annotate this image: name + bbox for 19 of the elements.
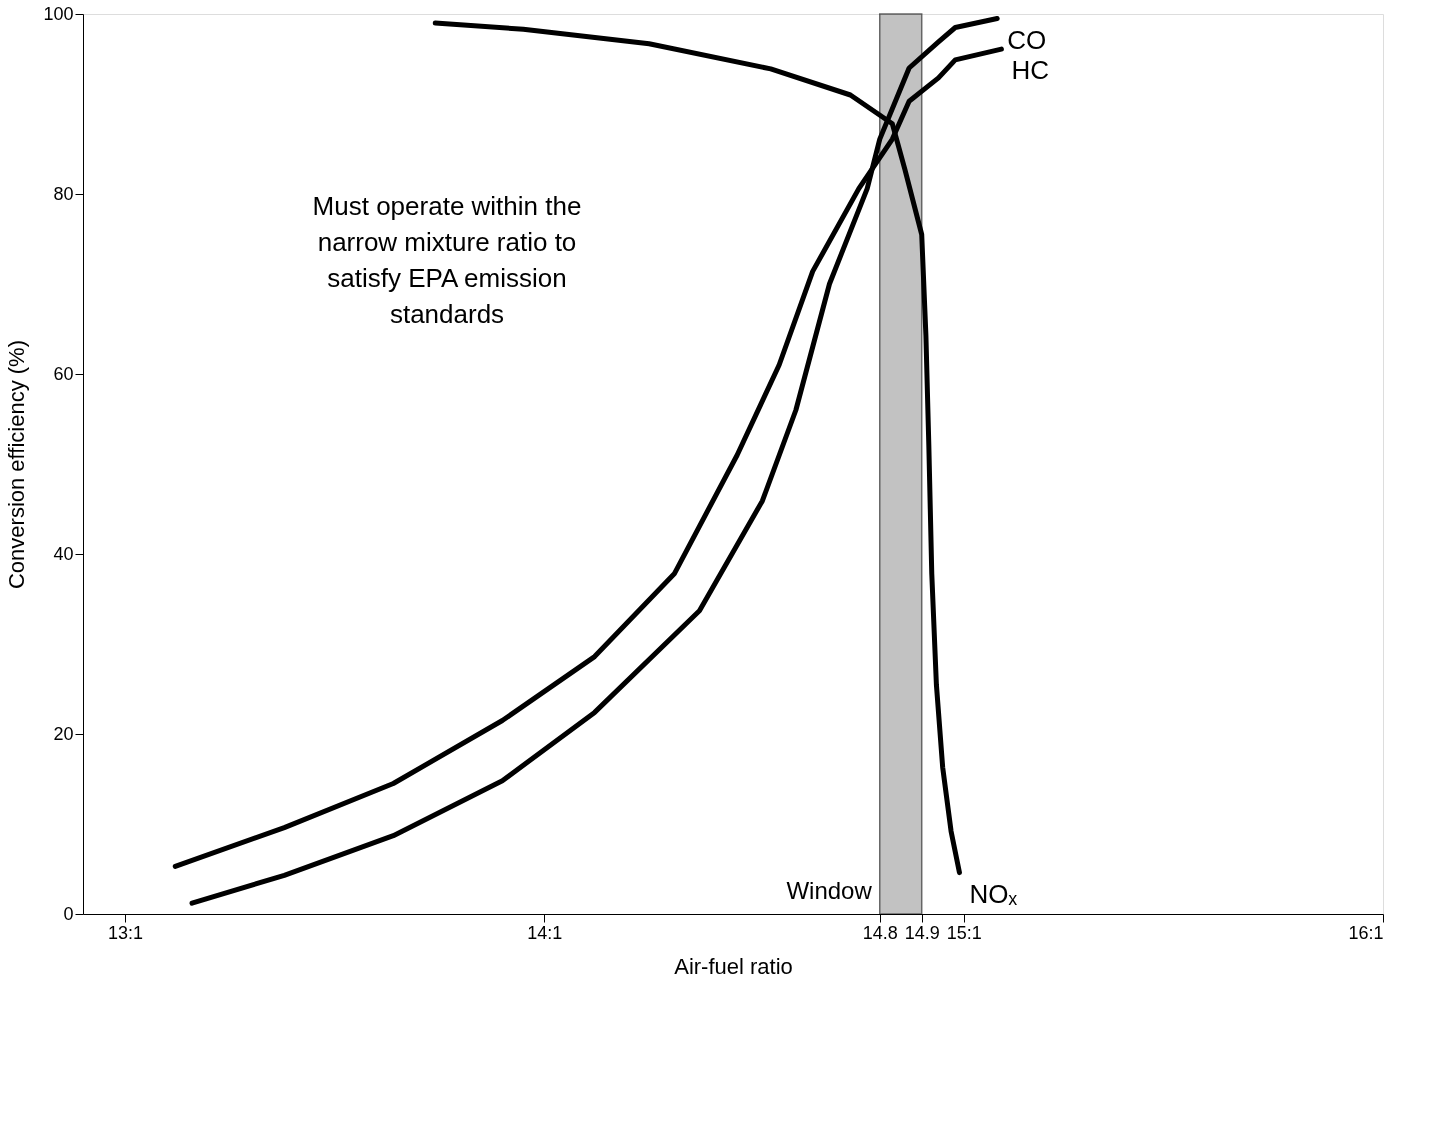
y-axis-title: Conversion efficiency (%) (4, 339, 30, 590)
x-tick-label: 14:1 (527, 922, 563, 943)
annotation: Must operate within the narrow mixture ratio to satisfy EPA emission standards (312, 191, 582, 329)
series-label: CO (1007, 24, 1047, 55)
y-tick-label: 0 (63, 903, 74, 924)
y-tick-label: 60 (53, 363, 74, 384)
x-tick-label: 14.8 (862, 922, 898, 943)
series-label: HC (1011, 55, 1049, 86)
band-label: Window (786, 877, 873, 904)
series-label: NOₓ (969, 878, 1018, 909)
x-tick-label: 15:1 (946, 922, 982, 943)
y-tick-label: 40 (53, 543, 74, 564)
y-tick-label: 20 (53, 723, 74, 744)
x-axis-title: Air-fuel ratio (674, 953, 793, 979)
y-tick-label: 80 (53, 183, 74, 204)
x-tick-label: 16:1 (1348, 922, 1384, 943)
y-tick-label: 100 (43, 3, 74, 24)
x-tick-label: 13:1 (107, 922, 143, 943)
x-tick-label: 14.9 (904, 922, 940, 943)
